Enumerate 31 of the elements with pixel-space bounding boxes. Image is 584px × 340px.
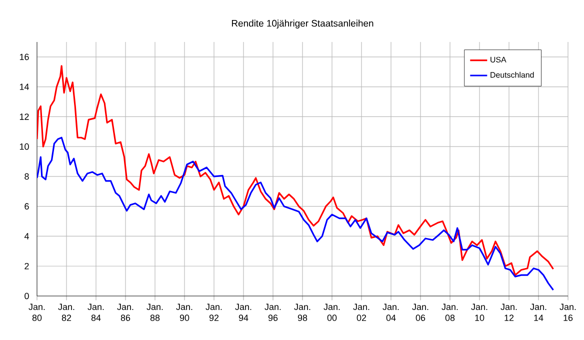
x-tick-label: Jan. 08	[442, 304, 458, 321]
y-tick-label: 12	[20, 114, 29, 120]
y-tick-label: 4	[24, 233, 29, 240]
x-tick-label: Jan. 14	[530, 304, 546, 321]
x-tick-label: Jan. 02	[353, 304, 370, 321]
x-tick-label: Jan. 06	[412, 304, 428, 321]
x-tick-label: Jan. 86	[117, 304, 134, 321]
y-tick-label: 10	[20, 143, 29, 150]
x-tick-label: Jan. 88	[146, 304, 163, 321]
x-tick-label: Jan. 92	[206, 304, 222, 321]
x-tick-label: Jan. 96	[264, 304, 281, 321]
x-tick-label: Jan. 82	[58, 304, 74, 321]
x-tick-label: Jan. 90	[176, 304, 192, 321]
y-tick-label: 14	[20, 84, 29, 90]
x-tick-label: Jan. 00	[324, 304, 340, 321]
y-tick-label: 8	[24, 173, 29, 180]
y-tick-label: 2	[24, 262, 29, 270]
x-tick-label: Jan. 94	[235, 304, 252, 321]
x-tick-label: Jan. 98	[294, 304, 310, 321]
x-tick-label: Jan. 12	[500, 304, 517, 321]
x-tick-label: Jan. 84	[88, 304, 104, 321]
line-series	[37, 65, 554, 276]
y-tick-label: 6	[24, 203, 29, 210]
x-tick-label: Jan. 80	[28, 304, 45, 321]
x-tick-label: Jan. 10	[471, 304, 488, 321]
chart-title: Rendite 10jähriger Staatsanleihen	[232, 20, 374, 29]
y-tick-label: 0	[24, 292, 29, 300]
y-tick-label: 16	[20, 54, 29, 60]
x-tick-label: Jan. 16	[560, 304, 576, 321]
line-series	[37, 136, 554, 291]
x-tick-label: Jan. 04	[382, 304, 399, 321]
